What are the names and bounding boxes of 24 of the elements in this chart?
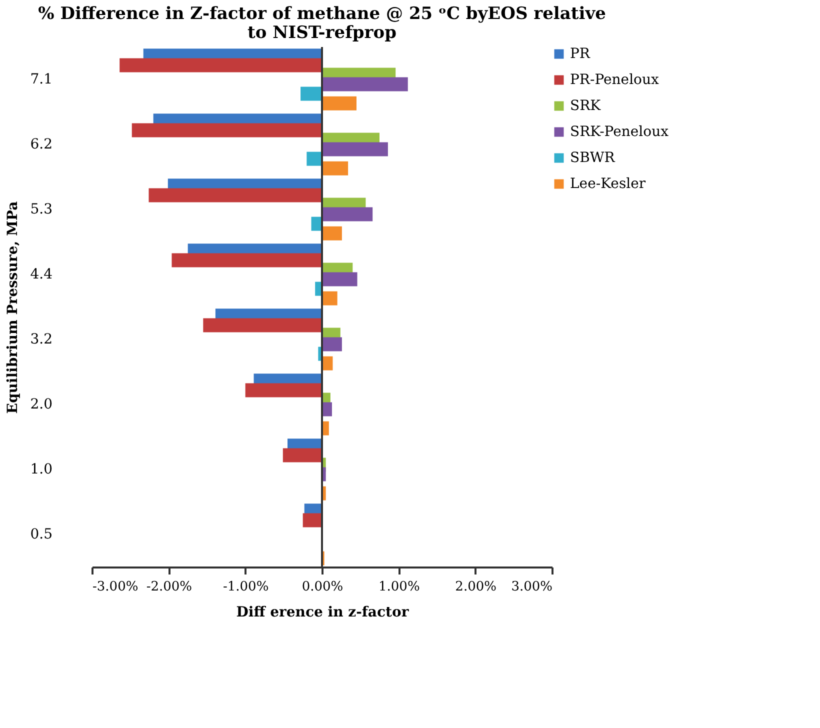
x-tick-label: -3.00% bbox=[92, 580, 138, 594]
y-tick-label: 7.1 bbox=[30, 72, 52, 88]
y-tick-label: 0.5 bbox=[30, 526, 52, 542]
y-tick-label: 5.3 bbox=[30, 202, 52, 218]
x-tick-label: -1.00% bbox=[222, 580, 269, 594]
x-tick-label: 0.00% bbox=[302, 580, 344, 594]
y-tick-label: 3.2 bbox=[30, 332, 52, 348]
x-tick-label: 3.00% bbox=[511, 580, 552, 594]
y-tick-label: 2.0 bbox=[30, 396, 52, 412]
legend-label: PR-Peneloux bbox=[570, 72, 659, 88]
legend-label: Lee-Kesler bbox=[570, 176, 646, 192]
x-tick-label: 2.00% bbox=[455, 580, 496, 594]
legend-label: SRK-Peneloux bbox=[570, 124, 669, 140]
y-tick-label: 1.0 bbox=[30, 462, 52, 478]
y-tick-label: 6.2 bbox=[30, 136, 52, 152]
legend-label: SRK bbox=[570, 98, 602, 114]
x-tick-label: 1.00% bbox=[378, 580, 420, 594]
x-axis-title: Diff erence in z-factor bbox=[236, 604, 410, 620]
y-axis-title: Equilibrium Pressure, MPa bbox=[5, 201, 22, 414]
legend-label: SBWR bbox=[570, 150, 616, 166]
legend-label: PR bbox=[570, 46, 590, 62]
chart-title: % Difference in Z-factor of methane @ 25 ᵒC byEOS relative to NIST-refprop bbox=[38, 4, 606, 43]
y-tick-label: 4.4 bbox=[30, 266, 53, 282]
x-tick-label: -2.00% bbox=[146, 580, 192, 594]
